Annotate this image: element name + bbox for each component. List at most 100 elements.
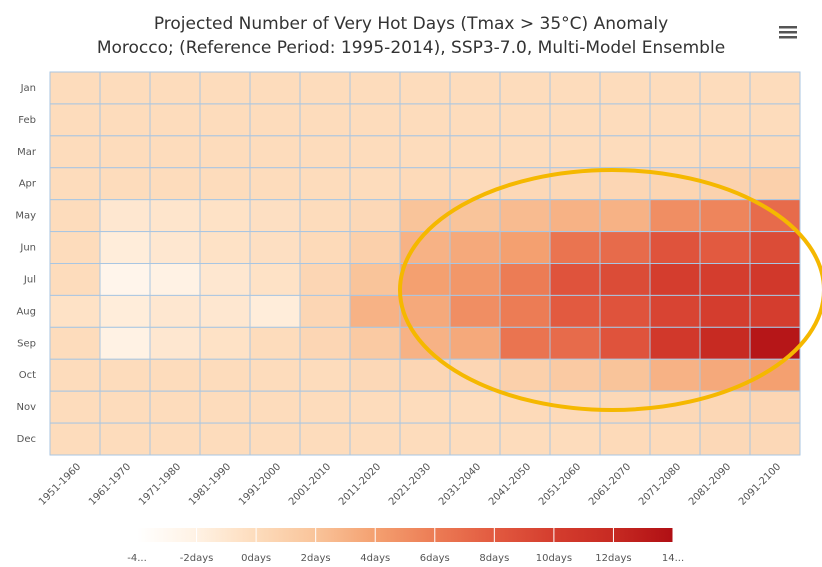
heatmap-cell — [349, 422, 401, 456]
x-tick-label: 2071-2080 — [637, 461, 683, 507]
heatmap-cell — [449, 390, 501, 424]
x-tick-label: 1981-1990 — [187, 461, 233, 507]
y-tick-label: Nov — [16, 402, 36, 413]
heatmap-cell — [49, 263, 101, 296]
x-tick-label: 1951-1960 — [37, 461, 83, 507]
heatmap-cell — [349, 231, 401, 264]
heatmap-cell — [49, 390, 101, 424]
chart-subtitle: Morocco; (Reference Period: 1995-2014), … — [97, 38, 725, 58]
heatmap-cell — [149, 135, 201, 169]
heatmap-cell — [49, 294, 101, 328]
heatmap-cell — [549, 326, 601, 360]
heatmap-cell — [299, 390, 351, 424]
heatmap-cell — [399, 326, 451, 360]
heatmap-cell — [649, 263, 701, 296]
y-tick-label: Jan — [20, 83, 36, 94]
heatmap-cell — [549, 231, 601, 264]
heatmap-cell — [499, 103, 551, 137]
color-legend: -4... -2days 0days 2days 4days 6days 8days 10da… — [127, 528, 684, 564]
heatmap-cell — [49, 167, 101, 201]
heatmap-cell — [699, 199, 751, 233]
heatmap-cell — [649, 71, 701, 105]
x-tick-label: 2091-2100 — [737, 461, 783, 507]
heatmap-cell — [99, 71, 151, 105]
heatmap-cell — [349, 390, 401, 424]
heatmap-cell — [449, 135, 501, 169]
heatmap-cell — [649, 103, 701, 137]
x-tick-label: 2051-2060 — [537, 461, 583, 507]
heatmap-cell — [549, 135, 601, 169]
heatmap-cell — [349, 263, 401, 296]
heatmap-cell — [499, 326, 551, 360]
heatmap-cell — [749, 167, 801, 201]
heatmap-cell — [249, 326, 301, 360]
y-tick-label: Apr — [19, 179, 37, 190]
x-tick-label: 2031-2040 — [437, 461, 483, 507]
heatmap-cell — [649, 199, 701, 233]
heatmap-cell — [299, 263, 351, 296]
heatmap-cell — [599, 422, 651, 456]
heatmap-cell — [199, 294, 251, 328]
heatmap-cell — [749, 135, 801, 169]
x-tick-label: 2001-2010 — [287, 461, 333, 507]
heatmap-cell — [599, 103, 651, 137]
legend-label: 12days — [595, 553, 631, 564]
heatmap-cell — [549, 199, 601, 233]
heatmap-cell — [749, 422, 801, 456]
heatmap-cell — [399, 263, 451, 296]
heatmap-cell — [449, 103, 501, 137]
legend-label: -4... — [127, 553, 147, 564]
heatmap-cell — [399, 135, 451, 169]
heatmap-cell — [699, 422, 751, 456]
heatmap-cell — [399, 390, 451, 424]
y-tick-label: Feb — [18, 115, 36, 126]
heatmap-cell — [99, 358, 151, 392]
heatmap-cell — [299, 199, 351, 233]
heatmap-cell — [449, 231, 501, 264]
heatmap-cell — [199, 135, 251, 169]
heatmap-cell — [449, 167, 501, 201]
heatmap-cell — [499, 422, 551, 456]
heatmap-cell — [349, 358, 401, 392]
heatmap-cell — [49, 358, 101, 392]
heatmap-cell — [299, 71, 351, 105]
heatmap-cell — [49, 199, 101, 233]
heatmap-cell — [49, 326, 101, 360]
heatmap-cell — [749, 103, 801, 137]
heatmap-cell — [299, 358, 351, 392]
legend-label: 14... — [662, 553, 684, 564]
heatmap-cell — [649, 231, 701, 264]
heatmap-cell — [199, 71, 251, 105]
y-tick-label: Jun — [19, 243, 36, 254]
heatmap-cell — [99, 294, 151, 328]
heatmap-cell — [449, 294, 501, 328]
legend-label: -2days — [180, 553, 214, 564]
heatmap-cell — [99, 199, 151, 233]
heatmap-cell — [249, 231, 301, 264]
heatmap-cell — [599, 358, 651, 392]
heatmap-cell — [399, 71, 451, 105]
menu-button[interactable] — [779, 26, 797, 39]
y-tick-label: May — [15, 211, 36, 222]
heatmap-cell — [449, 263, 501, 296]
heatmap-cell — [499, 71, 551, 105]
heatmap-cell — [749, 71, 801, 105]
y-tick-label: Mar — [17, 147, 37, 158]
heatmap-cell — [249, 263, 301, 296]
heatmap-cell — [549, 294, 601, 328]
heatmap-cell — [199, 167, 251, 201]
heatmap-cell — [599, 390, 651, 424]
heatmap-cell — [599, 326, 651, 360]
heatmap-cell — [349, 294, 401, 328]
heatmap-cell — [249, 358, 301, 392]
heatmap-cell — [499, 294, 551, 328]
heatmap-cell — [499, 263, 551, 296]
heatmap-cell — [499, 231, 551, 264]
heatmap-cell — [499, 135, 551, 169]
heatmap-cell — [149, 199, 201, 233]
heatmap-cell — [349, 326, 401, 360]
heatmap-cell — [599, 294, 651, 328]
heatmap-cell — [49, 135, 101, 169]
heatmap-cell — [749, 294, 801, 328]
heatmap-cell — [749, 263, 801, 296]
